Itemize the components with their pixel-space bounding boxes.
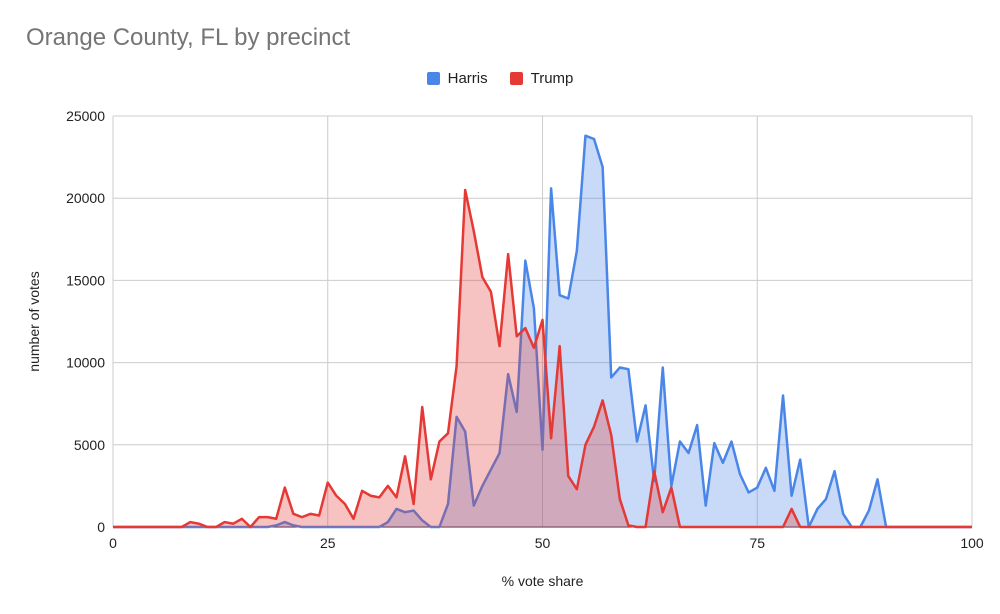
y-tick-label: 5000 <box>74 437 105 453</box>
harris-line <box>113 134 972 529</box>
x-tick-label: 100 <box>960 535 984 551</box>
x-tick-label: 50 <box>535 535 551 551</box>
x-tick-label: 0 <box>109 535 117 551</box>
legend-label-harris: Harris <box>447 70 488 87</box>
legend-swatch-trump <box>509 72 523 85</box>
trump-area <box>113 189 972 528</box>
trump-line <box>113 188 972 529</box>
y-tick-label: 25000 <box>66 108 105 124</box>
legend-swatch-harris <box>426 72 440 85</box>
x-tick-label: 25 <box>320 535 336 551</box>
legend-label-trump: Trump <box>530 70 574 87</box>
legend: Harris Trump <box>0 70 1000 87</box>
y-tick-label: 15000 <box>66 272 105 288</box>
y-tick-label: 0 <box>97 519 105 535</box>
legend-item-harris[interactable]: Harris <box>426 70 488 87</box>
y-axis-title: number of votes <box>26 271 42 371</box>
y-tick-label: 20000 <box>66 190 105 206</box>
legend-item-trump[interactable]: Trump <box>509 70 574 87</box>
x-axis-title: % vote share <box>502 573 584 589</box>
y-tick-label: 10000 <box>66 355 105 371</box>
chart-title: Orange County, FL by precinct <box>26 24 351 51</box>
series-group <box>113 134 972 529</box>
x-tick-label: 75 <box>749 535 765 551</box>
tick-labels: 0 25 50 75 100 0 5000 10000 15000 20000 25000 <box>66 108 984 551</box>
